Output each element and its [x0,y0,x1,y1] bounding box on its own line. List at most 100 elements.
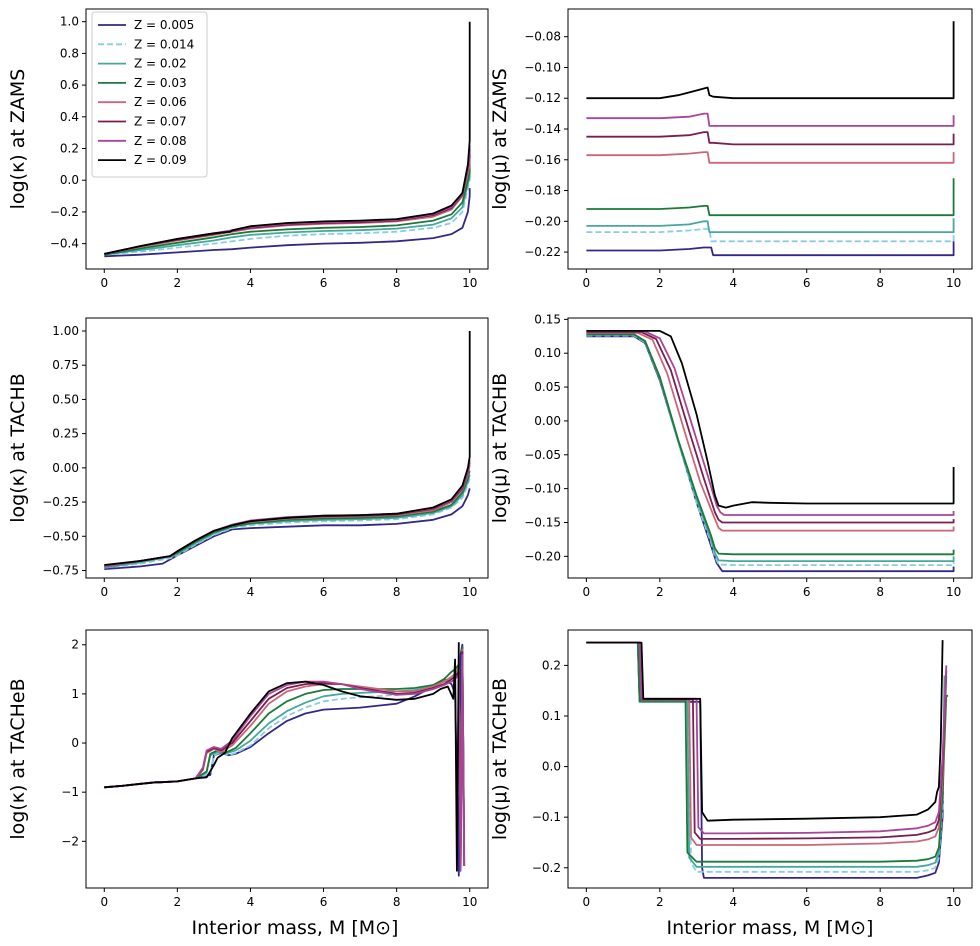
plot-frame [567,8,973,270]
plot-frame [85,8,489,270]
series-line-Z-0-02 [104,474,471,569]
y-tick-label: 0.0 [60,173,79,187]
x-tick-label: 6 [803,585,811,599]
x-tick-label: 0 [100,895,108,909]
y-tick-label: 0.0 [542,760,561,774]
y-axis-label: log(μ) at TACHB [489,373,511,523]
series-group [586,640,949,879]
series-line-Z-0-03 [104,646,466,862]
legend-label: Z = 0.02 [134,57,187,71]
plot-frame [567,317,973,579]
x-tick-label: 10 [462,276,477,290]
series-line-Z-0-07 [586,131,955,146]
x-tick-label: 4 [729,895,737,909]
y-tick-label: 0.00 [534,414,561,428]
y-tick-label: −1 [61,785,79,799]
plot-frame [85,317,489,579]
x-tick-label: 2 [174,276,182,290]
y-tick-label: −0.16 [524,153,561,167]
x-tick-label: 4 [247,895,255,909]
y-tick-label: −0.20 [524,214,561,228]
series-group [104,21,471,258]
x-tick-label: 4 [247,276,255,290]
legend-label: Z = 0.03 [134,76,187,90]
x-tick-label: 8 [393,585,401,599]
x-tick-label: 10 [462,895,477,909]
x-tick-label: 6 [320,276,328,290]
y-tick-label: −0.14 [524,122,561,136]
x-tick-label: 2 [656,276,664,290]
y-tick-label: 1.0 [60,15,79,29]
x-tick-label: 0 [100,276,108,290]
legend-label: Z = 0.08 [134,134,187,148]
y-tick-label: −0.2 [50,205,79,219]
y-tick-label: −0.50 [42,529,79,543]
x-tick-label: 4 [729,585,737,599]
y-axis-label: log(κ) at ZAMS [7,69,29,210]
series-line-Z-0-02 [586,218,955,234]
series-line-Z-0-06 [586,331,955,532]
x-tick-label: 10 [462,585,477,599]
series-line-Z-0-03 [586,178,955,217]
y-tick-label: −0.05 [524,448,561,462]
series-line-Z-0-014 [104,478,471,569]
x-tick-label: 0 [583,585,591,599]
series-line-Z-0-06 [104,648,466,867]
legend-label: Z = 0.06 [134,95,187,109]
x-tick-label: 4 [729,276,737,290]
y-tick-label: −0.10 [524,482,561,496]
x-tick-label: 8 [876,895,884,909]
y-tick-label: 0.00 [52,461,79,475]
y-tick-label: −0.2 [532,861,561,875]
y-tick-label: −0.4 [50,237,79,251]
series-line-Z-0-014 [104,177,471,256]
series-group [586,21,955,257]
series-line-Z-0-014 [586,228,955,243]
y-axis-label: log(κ) at TACHB [7,373,29,523]
series-line-Z-0-02 [104,648,466,857]
series-group [104,331,471,570]
y-tick-label: 1 [71,687,79,701]
series-line-Z-0-03 [586,333,955,556]
series-line-Z-0-03 [586,641,949,863]
y-tick-label: −0.1 [532,810,561,824]
plot-frame [85,629,489,889]
x-tick-label: 0 [100,585,108,599]
series-line-Z-0-09 [586,21,955,100]
y-tick-label: 0.4 [60,110,79,124]
x-tick-label: 6 [803,895,811,909]
y-axis-label: log(μ) at ZAMS [489,68,511,210]
x-axis-label-left: Interior mass, M [M⊙] [192,917,399,939]
series-line-Z-0-08 [586,330,955,516]
y-tick-label: 2 [71,638,79,652]
x-tick-label: 2 [174,585,182,599]
series-line-Z-0-09 [586,329,955,509]
y-tick-label: −0.75 [42,563,79,577]
series-line-Z-0-08 [586,641,948,835]
y-tick-label: −0.20 [524,549,561,563]
panel-kappa-tacheb: 0 2 4 6 8 10 −2 −1 0 1 2 log(κ) at TACHeB [7,629,489,909]
x-tick-label: 10 [946,585,961,599]
series-line-Z-0-09 [104,642,460,872]
legend-label: Z = 0.005 [134,18,194,32]
y-tick-label: −0.10 [524,60,561,74]
y-tick-label: −2 [61,834,79,848]
legend-label: Z = 0.09 [134,153,187,167]
plot-frame [567,629,973,889]
y-tick-label: −0.15 [524,515,561,529]
y-tick-label: −0.08 [524,30,561,44]
series-line-Z-0-07 [586,331,955,524]
series-line-Z-0-03 [104,164,471,256]
y-tick-label: 0.2 [542,658,561,672]
y-tick-label: 0.15 [534,312,561,326]
y-tick-label: −0.12 [524,91,561,105]
x-tick-label: 8 [876,585,884,599]
y-tick-label: 0.05 [534,380,561,394]
x-tick-label: 8 [393,276,401,290]
y-tick-label: 0.8 [60,46,79,60]
x-tick-label: 6 [803,276,811,290]
legend-label: Z = 0.07 [134,115,187,129]
x-tick-label: 6 [320,585,328,599]
series-line-Z-0-02 [586,333,955,562]
x-tick-label: 2 [656,895,664,909]
